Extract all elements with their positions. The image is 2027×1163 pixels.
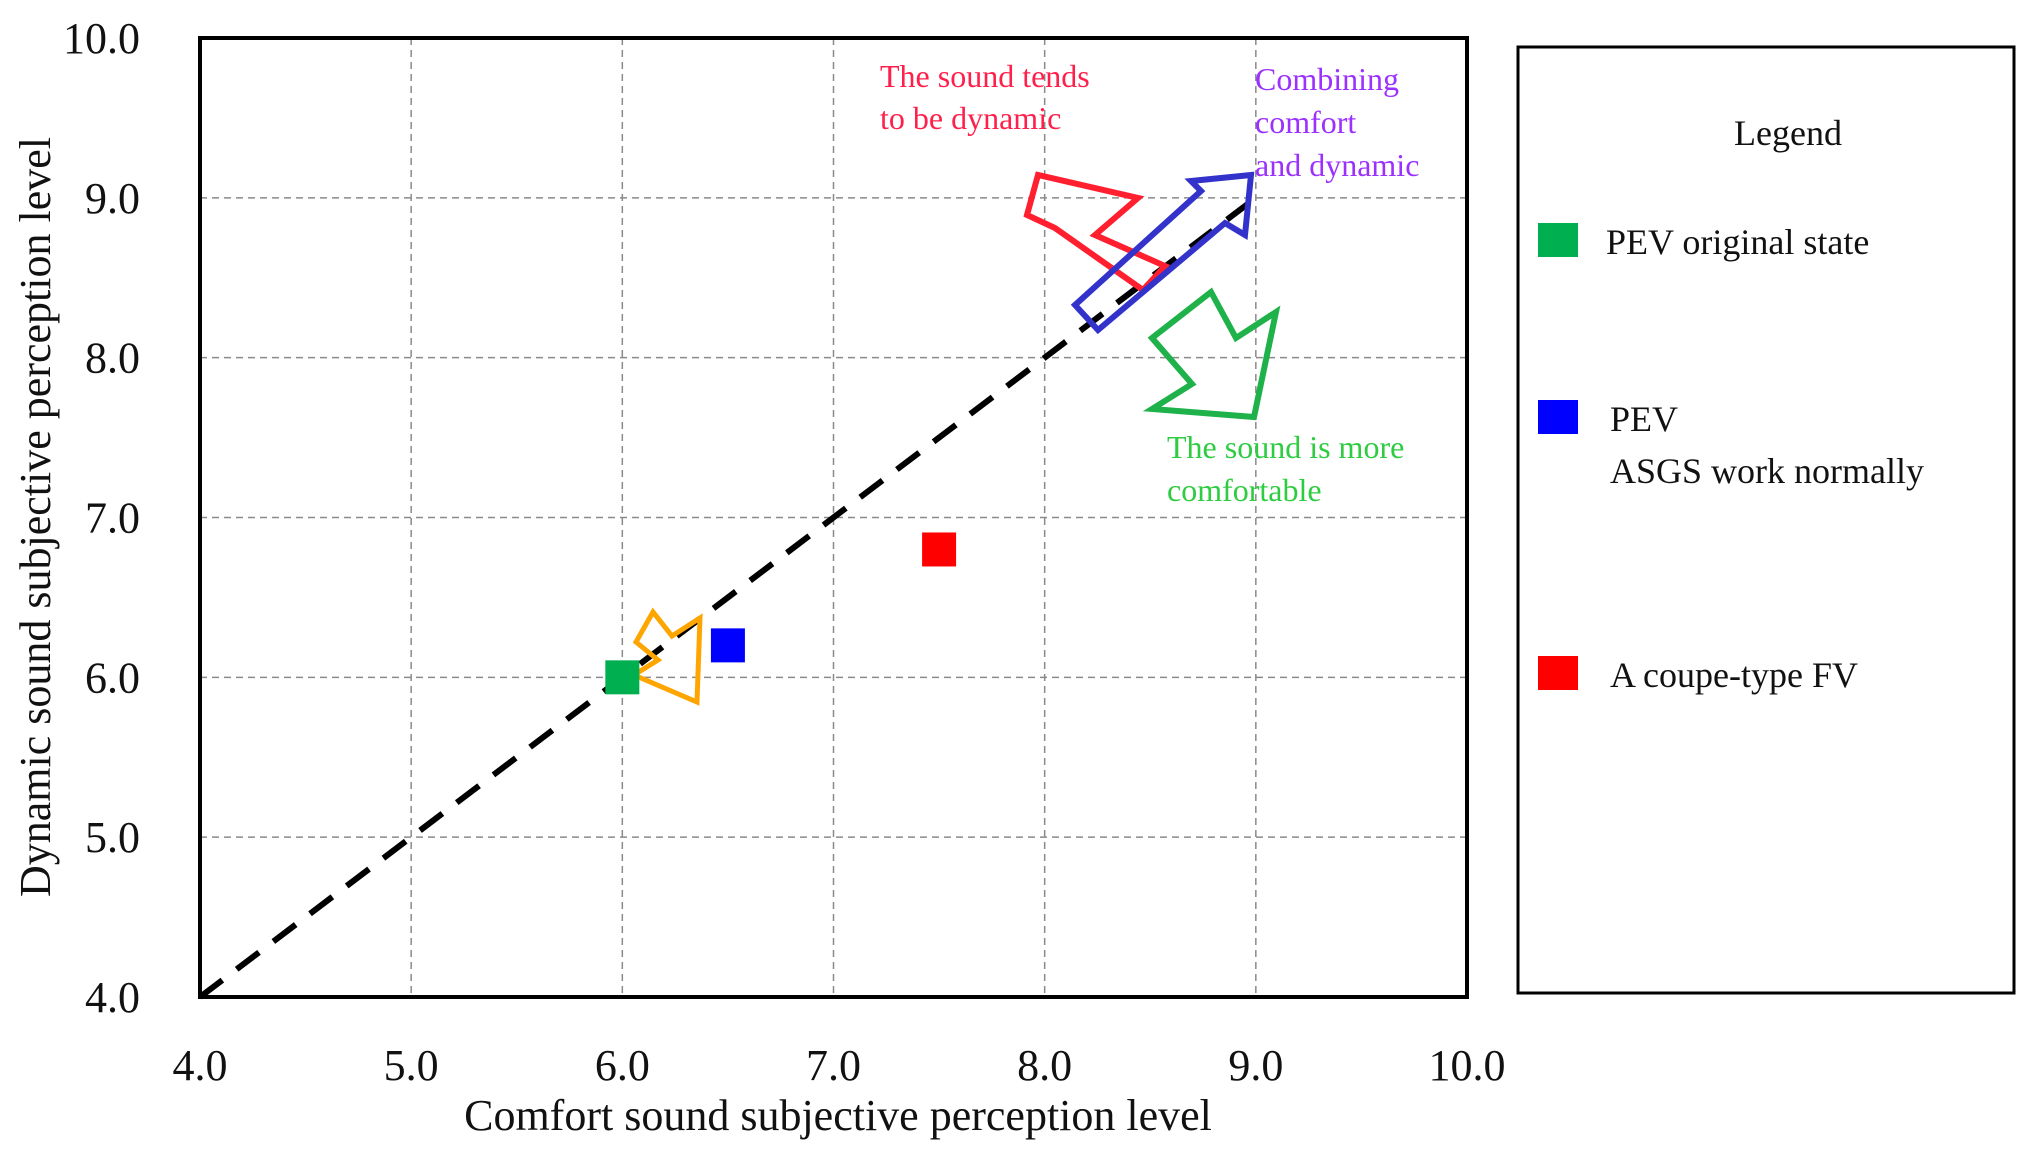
annotations: The sound tends to be dynamic Combining …	[880, 58, 1419, 508]
plot-frame	[198, 36, 1469, 999]
legend-title: Legend	[1734, 113, 1842, 153]
annotation-arrows	[628, 171, 1281, 706]
annotation-combining-line-2: comfort	[1255, 104, 1356, 140]
legend-frame	[1516, 45, 2016, 995]
annotation-combining-line-3: and dynamic	[1255, 147, 1419, 183]
dynamic-arrow	[1023, 171, 1171, 294]
legend-swatch-pev-asgs	[1538, 400, 1578, 434]
legend-label-pev-asgs-line-2: ASGS work normally	[1610, 451, 1924, 491]
x-axis-title: Comfort sound subjective perception leve…	[464, 1091, 1212, 1140]
reference-line	[198, 195, 1258, 1000]
legend-swatch-pev-original	[1538, 223, 1578, 257]
annotation-comfortable-line-2: comfortable	[1167, 472, 1322, 508]
legend-label-coupe-fv: A coupe-type FV	[1610, 655, 1858, 695]
annotation-dynamic: The sound tends to be dynamic	[880, 58, 1098, 136]
legend-label-pev-original: PEV original state	[1606, 222, 1869, 262]
x-tick-label-2: 6.0	[595, 1041, 650, 1090]
y-tick-label-6: 10.0	[63, 14, 140, 63]
x-tick-label-5: 9.0	[1228, 1041, 1283, 1090]
x-tick-label-3: 7.0	[806, 1041, 861, 1090]
annotation-dynamic-line-2: to be dynamic	[880, 100, 1061, 136]
orange-arrow	[628, 607, 703, 706]
grid	[200, 38, 1467, 997]
combining-arrow	[1070, 171, 1255, 335]
x-tick-label-1: 5.0	[384, 1041, 439, 1090]
data-point-1	[710, 628, 745, 663]
y-tick-label-4: 8.0	[85, 334, 140, 383]
y-axis-title: Dynamic sound subjective perception leve…	[11, 137, 60, 897]
legend-swatch-coupe-fv	[1538, 656, 1578, 690]
annotation-dynamic-line-1: The sound tends	[880, 58, 1090, 94]
annotation-comfortable: The sound is more comfortable	[1167, 429, 1412, 508]
y-tick-label-1: 5.0	[85, 813, 140, 862]
annotation-comfortable-line-1: The sound is more	[1167, 429, 1404, 465]
data-points	[605, 532, 957, 695]
x-tick-label-6: 10.0	[1429, 1041, 1506, 1090]
data-point-2	[922, 532, 957, 567]
y-tick-label-0: 4.0	[85, 973, 140, 1022]
legend-label-pev-asgs-line-1: PEV	[1610, 399, 1678, 439]
x-tick-label-4: 8.0	[1017, 1041, 1072, 1090]
y-tick-label-2: 6.0	[85, 653, 140, 702]
annotation-combining: Combining comfort and dynamic	[1255, 61, 1419, 183]
y-tick-label-5: 9.0	[85, 174, 140, 223]
ticks: 4.0 5.0 6.0 7.0 8.0 9.0 10.0 4.0 5.0 6.0 7.0 8.0 9.0…	[63, 14, 1506, 1090]
legend: Legend PEV original state PEV ASGS work …	[1516, 45, 2016, 995]
y-tick-label-3: 7.0	[85, 494, 140, 543]
legend-label-pev-asgs: PEV ASGS work normally	[1610, 399, 1924, 491]
data-point-0	[605, 660, 640, 695]
annotation-combining-line-1: Combining	[1255, 61, 1399, 97]
comfortable-arrow	[1142, 287, 1281, 421]
x-tick-label-0: 4.0	[173, 1041, 228, 1090]
